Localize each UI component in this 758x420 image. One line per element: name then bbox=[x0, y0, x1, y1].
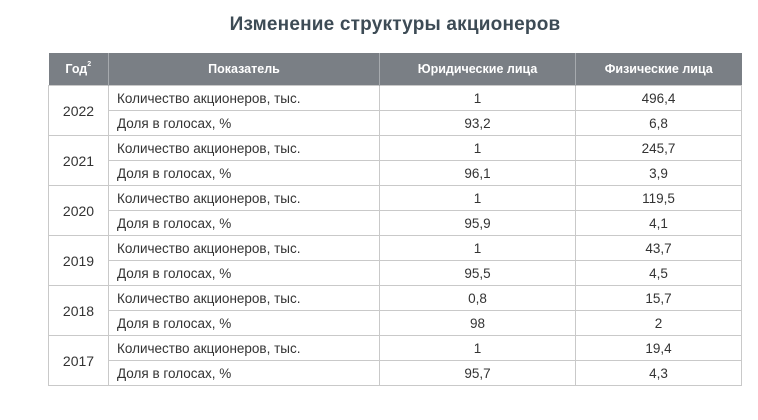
individuals-value-cell: 2 bbox=[575, 310, 742, 336]
table-row: Доля в голосах, % 95,7 4,3 bbox=[49, 360, 742, 386]
legal-value-cell: 96,1 bbox=[379, 160, 576, 186]
table-row: 2020 Количество акционеров, тыс. 1 119,5 bbox=[48, 185, 742, 236]
table-row: Доля в голосах, % 96,1 3,9 bbox=[49, 160, 742, 186]
individuals-value-cell: 496,4 bbox=[575, 85, 742, 111]
individuals-value-cell: 3,9 bbox=[575, 160, 742, 186]
year-cell: 2020 bbox=[48, 185, 109, 236]
table-row: Доля в голосах, % 98 2 bbox=[49, 310, 742, 336]
table-row: Доля в голосах, % 95,5 4,5 bbox=[49, 260, 742, 286]
table-row: 2021 Количество акционеров, тыс. 1 245,7 bbox=[48, 135, 742, 186]
shareholders-table: Год2 Показатель Юридические лица Физичес… bbox=[48, 53, 742, 386]
individuals-value-cell: 4,3 bbox=[575, 360, 742, 386]
legal-value-cell: 95,5 bbox=[379, 260, 576, 286]
legal-value-cell: 1 bbox=[379, 135, 576, 161]
indicator-cell: Количество акционеров, тыс. bbox=[108, 335, 380, 361]
indicator-cell: Количество акционеров, тыс. bbox=[108, 135, 380, 161]
indicator-cell: Доля в голосах, % bbox=[108, 260, 380, 286]
table-row: 2022 Количество акционеров, тыс. 1 496,4 bbox=[48, 85, 742, 136]
individuals-value-cell: 43,7 bbox=[575, 235, 742, 261]
indicator-cell: Доля в голосах, % bbox=[108, 210, 380, 236]
header-indicator: Показатель bbox=[108, 53, 380, 86]
individuals-value-cell: 4,5 bbox=[575, 260, 742, 286]
legal-value-cell: 93,2 bbox=[379, 110, 576, 136]
individuals-value-cell: 19,4 bbox=[575, 335, 742, 361]
table-row: 2018 Количество акционеров, тыс. 0,8 15,7 bbox=[48, 285, 742, 336]
indicator-cell: Доля в голосах, % bbox=[108, 360, 380, 386]
header-individuals: Физические лица bbox=[575, 53, 742, 86]
table-row: 2019 Количество акционеров, тыс. 1 43,7 bbox=[48, 235, 742, 286]
individuals-value-cell: 6,8 bbox=[575, 110, 742, 136]
header-legal-entities: Юридические лица bbox=[379, 53, 576, 86]
indicator-cell: Доля в голосах, % bbox=[108, 160, 380, 186]
indicator-cell: Количество акционеров, тыс. bbox=[108, 285, 380, 311]
year-cell: 2019 bbox=[48, 235, 109, 286]
individuals-value-cell: 245,7 bbox=[575, 135, 742, 161]
individuals-value-cell: 119,5 bbox=[575, 185, 742, 211]
header-year-footnote: 2 bbox=[87, 60, 92, 68]
legal-value-cell: 95,9 bbox=[379, 210, 576, 236]
table-row: Доля в голосах, % 93,2 6,8 bbox=[49, 110, 742, 136]
legal-value-cell: 1 bbox=[379, 235, 576, 261]
legal-value-cell: 0,8 bbox=[379, 285, 576, 311]
legal-value-cell: 1 bbox=[379, 185, 576, 211]
legal-value-cell: 98 bbox=[379, 310, 576, 336]
indicator-cell: Количество акционеров, тыс. bbox=[108, 235, 380, 261]
year-cell: 2017 bbox=[48, 335, 109, 386]
table-row: 2017 Количество акционеров, тыс. 1 19,4 bbox=[48, 335, 742, 386]
table-row: Доля в голосах, % 95,9 4,1 bbox=[49, 210, 742, 236]
page-title: Изменение структуры акционеров bbox=[229, 14, 561, 35]
indicator-cell: Доля в голосах, % bbox=[108, 110, 380, 136]
header-year-label: Год bbox=[65, 62, 88, 76]
indicator-cell: Количество акционеров, тыс. bbox=[108, 85, 380, 111]
year-cell: 2018 bbox=[48, 285, 109, 336]
individuals-value-cell: 15,7 bbox=[575, 285, 742, 311]
legal-value-cell: 95,7 bbox=[379, 360, 576, 386]
individuals-value-cell: 4,1 bbox=[575, 210, 742, 236]
legal-value-cell: 1 bbox=[379, 335, 576, 361]
year-cell: 2022 bbox=[48, 85, 109, 136]
table-header-row: Год2 Показатель Юридические лица Физичес… bbox=[48, 53, 742, 86]
indicator-cell: Количество акционеров, тыс. bbox=[108, 185, 380, 211]
header-year: Год2 bbox=[48, 53, 109, 86]
year-cell: 2021 bbox=[48, 135, 109, 186]
legal-value-cell: 1 bbox=[379, 85, 576, 111]
indicator-cell: Доля в голосах, % bbox=[108, 310, 380, 336]
table-body: 2022 Количество акционеров, тыс. 1 496,4 Дол… bbox=[48, 85, 742, 386]
